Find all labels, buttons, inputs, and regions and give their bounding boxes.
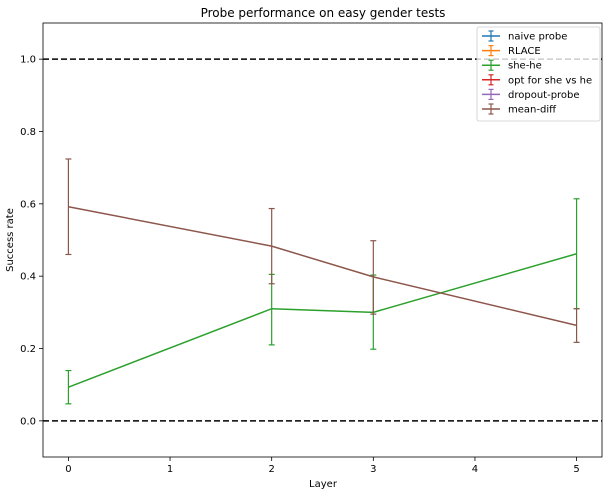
y-tick-label: 0.8 [20,127,36,138]
legend-label: naive probe [508,32,567,43]
legend-item: mean-diff [482,103,557,116]
y-tick-label: 0.2 [20,344,36,355]
series-mean-diff [65,158,580,343]
chart-title: Probe performance on easy gender tests [201,6,446,20]
legend: naive probe RLACE she-he opt for she vs he d… [476,26,601,122]
legend-label: mean-diff [508,105,557,116]
reference-lines [43,58,602,422]
x-tick-label: 0 [65,464,71,475]
legend-label: she-he [508,61,542,72]
x-tick-label: 3 [370,464,376,475]
x-tick-label: 5 [573,464,579,475]
legend-label: RLACE [508,46,541,57]
legend-item: dropout-probe [482,88,580,101]
legend-item: she-he [482,59,542,72]
y-axis-ticks: 0.0 0.2 0.4 0.6 0.8 1.0 [20,55,43,427]
legend-item: naive probe [482,30,567,43]
series-line [68,253,577,388]
plot-area [42,22,603,458]
x-axis-ticks: 0 1 2 3 4 5 [65,457,580,475]
legend-label: opt for she vs he [508,75,592,86]
x-tick-label: 2 [268,464,274,475]
series-she-he [65,198,580,405]
x-axis-label: Layer [309,479,338,490]
y-tick-label: 0.4 [20,272,36,283]
y-tick-label: 0.0 [20,416,36,427]
y-tick-label: 0.6 [20,199,36,210]
x-tick-label: 4 [472,464,478,475]
legend-item: RLACE [482,44,541,57]
series-line [68,205,577,327]
x-tick-label: 1 [167,464,173,475]
y-axis-label: Success rate [5,208,16,272]
legend-item: opt for she vs he [482,74,592,86]
plot-frame [42,22,603,458]
legend-frame [476,26,601,122]
y-tick-label: 1.0 [20,55,36,66]
series-layer [65,158,580,405]
legend-label: dropout-probe [508,90,580,101]
